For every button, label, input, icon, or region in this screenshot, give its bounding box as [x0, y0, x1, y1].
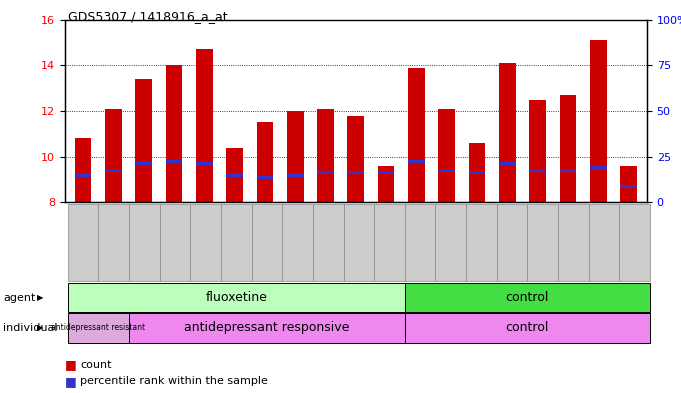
- Text: percentile rank within the sample: percentile rank within the sample: [80, 376, 268, 386]
- Bar: [287, 111, 304, 202]
- Bar: [74, 138, 91, 202]
- Bar: [378, 171, 394, 174]
- Text: agent: agent: [3, 293, 36, 303]
- Bar: [257, 176, 273, 179]
- Text: ▶: ▶: [37, 293, 44, 302]
- Bar: [408, 160, 425, 163]
- Bar: [529, 99, 546, 202]
- Bar: [226, 173, 243, 177]
- Text: control: control: [506, 291, 549, 304]
- Bar: [165, 160, 183, 163]
- Bar: [590, 40, 607, 202]
- Bar: [560, 169, 576, 172]
- Bar: [136, 162, 152, 165]
- Bar: [74, 173, 91, 177]
- Bar: [226, 147, 243, 202]
- Text: count: count: [80, 360, 112, 370]
- Bar: [105, 169, 121, 172]
- Bar: [408, 68, 425, 202]
- Bar: [499, 63, 516, 202]
- Bar: [439, 109, 455, 202]
- Bar: [257, 123, 273, 202]
- Bar: [196, 50, 212, 202]
- Text: ■: ■: [65, 375, 76, 388]
- Text: antidepressant responsive: antidepressant responsive: [185, 321, 349, 334]
- Bar: [317, 109, 334, 202]
- Text: individual: individual: [3, 323, 58, 333]
- Bar: [560, 95, 576, 202]
- Bar: [287, 173, 304, 177]
- Bar: [347, 116, 364, 202]
- Text: control: control: [506, 321, 549, 334]
- Bar: [378, 166, 394, 202]
- Bar: [105, 109, 121, 202]
- Text: GDS5307 / 1418916_a_at: GDS5307 / 1418916_a_at: [68, 10, 227, 23]
- Text: ■: ■: [65, 358, 76, 371]
- Text: ▶: ▶: [37, 323, 44, 332]
- Bar: [620, 185, 637, 188]
- Bar: [469, 171, 486, 174]
- Bar: [136, 79, 152, 202]
- Text: antidepressant resistant: antidepressant resistant: [51, 323, 146, 332]
- Text: fluoxetine: fluoxetine: [206, 291, 267, 304]
- Bar: [499, 162, 516, 165]
- Bar: [620, 166, 637, 202]
- Bar: [347, 171, 364, 174]
- Bar: [165, 65, 183, 202]
- Bar: [196, 162, 212, 165]
- Bar: [590, 166, 607, 170]
- Bar: [439, 169, 455, 172]
- Bar: [317, 171, 334, 174]
- Bar: [469, 143, 486, 202]
- Bar: [529, 169, 546, 172]
